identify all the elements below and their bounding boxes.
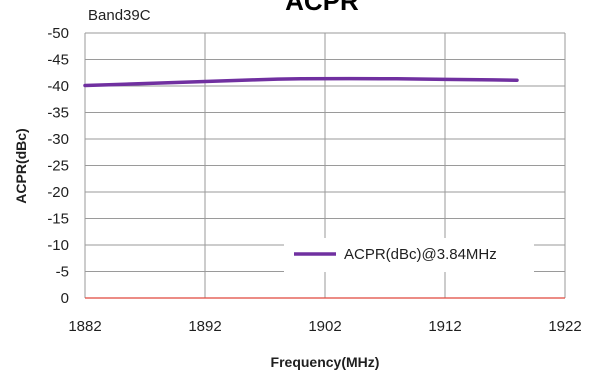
- x-tick-label: 1892: [188, 318, 221, 335]
- y-tick-label: -10: [47, 237, 69, 254]
- y-axis-ticks: -50-45-40-35-30-25-20-15-10-50: [47, 25, 69, 307]
- series-group: [83, 76, 519, 88]
- y-tick-label: -25: [47, 158, 69, 175]
- x-tick-label: 1902: [308, 318, 341, 335]
- y-tick-label: -45: [47, 52, 69, 69]
- y-tick-label: -5: [56, 264, 69, 281]
- y-tick-label: -20: [47, 184, 69, 201]
- legend-label: ACPR(dBc)@3.84MHz: [344, 246, 497, 263]
- y-axis-title: ACPR(dBc): [13, 128, 29, 203]
- x-axis-ticks: 1882 1892 1902 1912 1922: [68, 318, 581, 335]
- x-axis-title: Frequency(MHz): [271, 354, 380, 370]
- chart-title: ACPR: [285, 0, 359, 16]
- y-tick-label: -35: [47, 105, 69, 122]
- y-tick-label: -30: [47, 131, 69, 148]
- y-tick-label: -15: [47, 211, 69, 228]
- chart-subtitle: Band39C: [88, 7, 151, 24]
- x-tick-label: 1882: [68, 318, 101, 335]
- x-tick-label: 1912: [428, 318, 461, 335]
- y-tick-label: 0: [61, 290, 69, 307]
- y-tick-label: -40: [47, 78, 69, 95]
- series-line: [83, 76, 519, 88]
- y-tick-label: -50: [47, 25, 69, 42]
- x-tick-label: 1922: [548, 318, 581, 335]
- legend: ACPR(dBc)@3.84MHz: [284, 238, 534, 272]
